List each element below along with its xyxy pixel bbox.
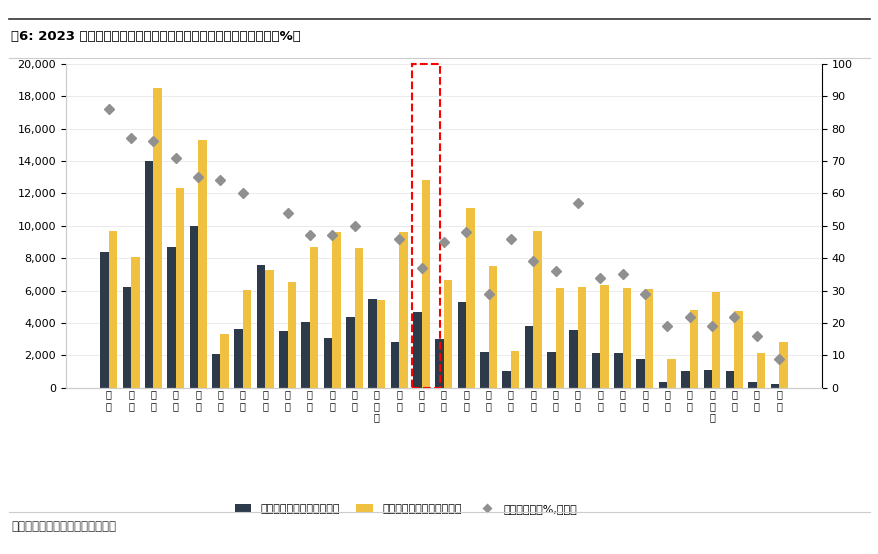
Bar	[680, 371, 689, 388]
Bar	[421, 181, 429, 388]
Bar	[666, 358, 675, 388]
Bar	[465, 208, 474, 388]
Bar	[533, 230, 541, 388]
Text: 图6: 2023 年国内各省份财政收支及财政自给率情况（单位：亿元，%）: 图6: 2023 年国内各省份财政收支及财政自给率情况（单位：亿元，%）	[11, 30, 301, 43]
Bar	[658, 382, 666, 388]
Bar	[278, 331, 287, 388]
Bar	[301, 322, 309, 388]
Bar	[368, 299, 377, 388]
Bar	[578, 288, 586, 388]
Bar	[555, 288, 564, 388]
Bar	[332, 232, 341, 388]
Bar	[176, 188, 184, 388]
Bar	[242, 290, 251, 388]
Bar	[689, 310, 697, 388]
Bar	[569, 330, 578, 388]
Bar	[733, 311, 742, 388]
Bar	[323, 337, 332, 388]
Bar	[702, 370, 711, 388]
Bar	[413, 312, 421, 388]
Bar	[778, 342, 787, 388]
Bar	[725, 371, 733, 388]
Bar	[123, 288, 131, 388]
Bar	[256, 265, 265, 388]
Bar	[546, 352, 555, 388]
Bar	[131, 258, 140, 388]
Bar	[212, 354, 220, 388]
Bar	[747, 382, 756, 388]
Bar	[614, 353, 622, 388]
Bar	[488, 266, 496, 388]
Bar	[636, 360, 644, 388]
Bar	[457, 302, 465, 388]
Bar	[591, 353, 600, 388]
Bar	[100, 253, 109, 388]
Bar	[265, 269, 273, 388]
Bar	[309, 247, 318, 388]
Bar	[435, 339, 443, 388]
Bar	[287, 283, 296, 388]
Bar	[644, 289, 652, 388]
Bar	[756, 353, 764, 388]
Bar	[479, 352, 488, 388]
Bar	[443, 280, 452, 388]
Bar	[109, 230, 117, 388]
Bar	[524, 326, 533, 388]
Bar	[198, 140, 206, 388]
Bar	[377, 300, 385, 388]
Bar	[190, 225, 198, 388]
Bar	[154, 88, 162, 388]
Bar	[510, 351, 519, 388]
Bar	[145, 161, 154, 388]
Bar	[411, 64, 439, 388]
Legend: 一般公共预算收入（亿元）, 一般公共预算支出（亿元）, 财政自给率（%,右轴）: 一般公共预算收入（亿元）, 一般公共预算支出（亿元）, 财政自给率（%,右轴）	[230, 499, 581, 519]
Bar	[346, 317, 354, 388]
Bar	[622, 288, 630, 388]
Bar	[600, 285, 608, 388]
Bar	[234, 329, 242, 388]
Bar	[711, 292, 720, 388]
Bar	[391, 342, 399, 388]
Bar	[354, 248, 363, 388]
Bar	[502, 371, 510, 388]
Bar	[770, 384, 778, 388]
Bar	[167, 247, 176, 388]
Bar	[399, 232, 407, 388]
Bar	[220, 334, 228, 388]
Text: 注：省份统计范围排除港澳台地区: 注：省份统计范围排除港澳台地区	[11, 520, 116, 532]
